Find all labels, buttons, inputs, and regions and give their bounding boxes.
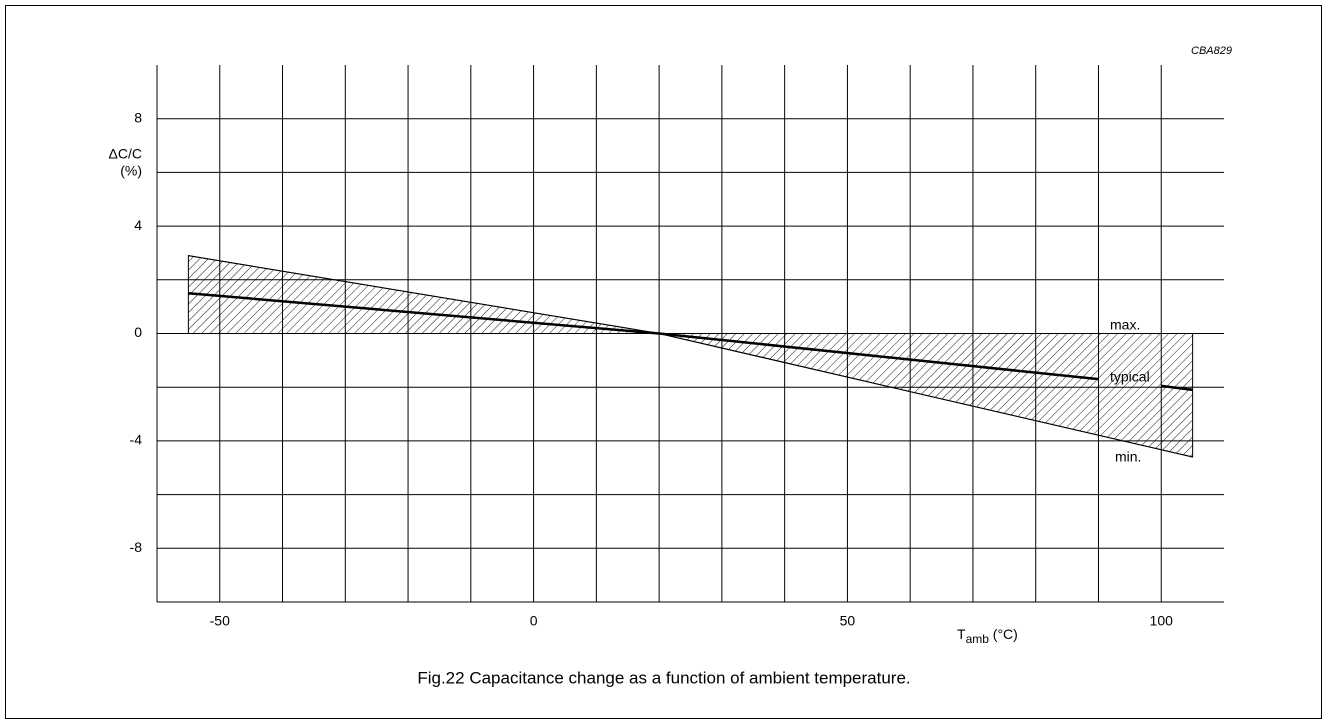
figure-code: CBA829 — [1191, 45, 1232, 57]
y-tick-label: 4 — [134, 217, 142, 233]
series-label: min. — [1115, 449, 1141, 465]
x-tick-label: 0 — [530, 613, 538, 629]
x-tick-label: 100 — [1150, 613, 1174, 629]
tolerance-band — [187, 255, 1194, 458]
series-line — [188, 291, 1193, 392]
frame — [5, 5, 1322, 719]
y-tick-label: 0 — [134, 324, 142, 340]
caption: Fig.22 Capacitance change as a function … — [417, 668, 910, 687]
y-axis-label: ΔC/C — [109, 146, 142, 162]
series-label: max. — [1110, 317, 1140, 333]
series-label: typical — [1110, 369, 1150, 385]
x-label-sub: amb — [966, 632, 990, 646]
x-label-unit: (°C) — [989, 626, 1018, 642]
x-axis-label: Tamb (°C) — [957, 626, 1018, 646]
x-label-main: T — [957, 626, 966, 642]
y-axis-label: (%) — [120, 163, 142, 179]
x-tick-label: 50 — [840, 613, 856, 629]
y-tick-label: -8 — [130, 539, 143, 555]
x-tick-label: -50 — [210, 613, 230, 629]
y-tick-label: 8 — [134, 109, 142, 125]
y-tick-label: -4 — [130, 432, 143, 448]
